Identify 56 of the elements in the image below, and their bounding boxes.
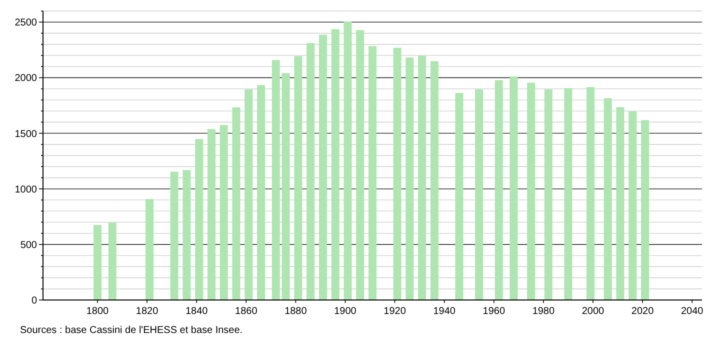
bar <box>455 93 464 300</box>
x-tick-label: 1820 <box>136 306 159 317</box>
bar <box>207 129 216 300</box>
bar <box>586 87 595 300</box>
x-tick-label: 1840 <box>185 306 208 317</box>
x-tick-label: 1800 <box>86 306 110 317</box>
bar <box>475 89 484 300</box>
bar <box>306 43 315 300</box>
bar <box>430 61 438 300</box>
bar <box>544 89 552 300</box>
x-tick-label: 1860 <box>235 306 258 317</box>
bar <box>393 48 402 300</box>
bar <box>368 46 376 300</box>
bar <box>318 34 327 300</box>
x-tick-label: 2000 <box>582 306 605 317</box>
x-tick-label: 1960 <box>482 306 506 317</box>
y-tick-label: 1000 <box>14 184 38 196</box>
bar <box>406 57 414 300</box>
bar <box>527 82 536 300</box>
x-tick-label: 2040 <box>680 306 704 317</box>
bar <box>220 125 228 300</box>
x-tick-label: 1980 <box>532 306 556 317</box>
y-tick-label: 1500 <box>14 128 38 140</box>
source-note: Sources : base Cassini de l'EHESS et base Insee. <box>20 325 243 336</box>
bar <box>564 88 572 300</box>
bar <box>232 107 240 300</box>
bar <box>182 170 191 300</box>
bar <box>641 120 650 300</box>
bar <box>616 107 624 300</box>
x-tick-label: 1920 <box>384 306 406 317</box>
bar <box>257 85 266 300</box>
bar <box>344 21 352 300</box>
x-tick-label: 1900 <box>334 306 357 317</box>
bar <box>170 172 178 300</box>
y-tick-label: 2000 <box>14 73 38 84</box>
y-tick-label: 2500 <box>14 18 38 29</box>
bar <box>108 222 116 300</box>
bar <box>195 139 204 300</box>
bar <box>294 56 302 300</box>
x-tick-label: 1880 <box>284 306 308 317</box>
x-tick-label: 1940 <box>433 306 456 317</box>
bar <box>604 98 612 300</box>
bar <box>356 30 364 300</box>
bar <box>244 89 253 300</box>
bar <box>628 111 637 300</box>
bar <box>282 73 290 300</box>
bar <box>272 60 280 300</box>
bar <box>510 76 518 300</box>
bar <box>94 224 102 300</box>
bar <box>418 56 426 300</box>
y-tick-label: 0 <box>31 296 38 306</box>
bar <box>331 29 340 300</box>
x-tick-label: 2020 <box>631 306 654 317</box>
bar <box>494 80 503 300</box>
y-tick-label: 500 <box>20 240 38 251</box>
bar <box>146 199 154 300</box>
